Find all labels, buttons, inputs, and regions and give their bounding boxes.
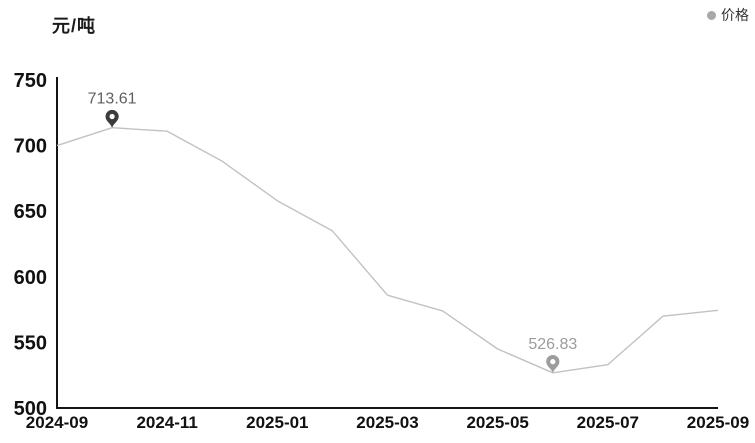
y-tick-label: 550 (14, 332, 47, 354)
max-marker-pin-hole (109, 113, 115, 120)
x-tick-label: 2025-03 (356, 413, 418, 432)
x-tick-label: 2025-07 (577, 413, 639, 432)
min-marker-pin-hole (550, 359, 556, 365)
legend-label: 价格 (721, 7, 749, 23)
y-tick-label: 600 (14, 267, 47, 289)
y-axis-unit-label: 元/吨 (52, 16, 97, 36)
y-tick-label: 650 (14, 201, 47, 223)
legend-item-price[interactable]: 价格 (707, 5, 749, 25)
x-tick-label: 2024-11 (136, 413, 197, 432)
y-tick-label: 700 (14, 136, 47, 158)
y-tick-label: 750 (14, 70, 47, 92)
max-value-label: 713.61 (88, 91, 137, 108)
legend-dot-icon (707, 10, 716, 20)
x-tick-label: 2024-09 (26, 413, 88, 432)
x-tick-label: 2025-01 (246, 413, 308, 432)
price-series-line (56, 126, 719, 374)
y-tick-label: 500 (14, 398, 47, 420)
x-tick-label: 2025-05 (466, 413, 528, 432)
x-tick-label: 2025-09 (687, 413, 749, 432)
min-value-label: 526.83 (528, 336, 577, 353)
